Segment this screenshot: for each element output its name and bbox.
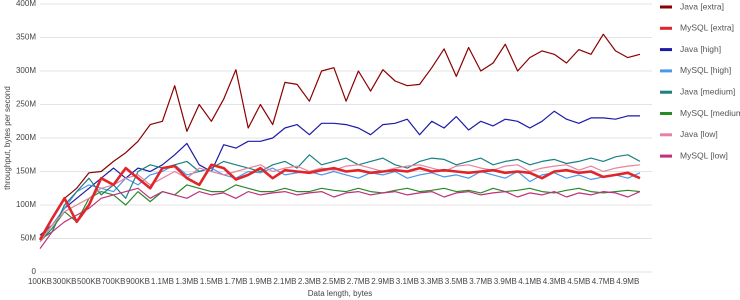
x-tick-label: 300KB: [52, 277, 76, 286]
x-tick-label: 3.7MB: [469, 277, 492, 286]
x-tick-label: 1.9MB: [249, 277, 272, 286]
legend-label: Java [low]: [680, 129, 718, 139]
x-tick-label: 1.1MB: [151, 277, 174, 286]
x-tick-label: 500KB: [77, 277, 101, 286]
legend-label: MySQL [medium]: [680, 108, 740, 118]
x-tick-label: 3.5MB: [445, 277, 468, 286]
x-tick-label: 4.1MB: [518, 277, 541, 286]
x-tick-label: 2.7MB: [347, 277, 370, 286]
x-tick-label: 2.1MB: [273, 277, 296, 286]
y-tick-label: 200M: [16, 133, 36, 142]
legend-label: MySQL [extra]: [680, 23, 734, 33]
legend-label: Java [medium]: [680, 86, 735, 96]
legend-label: Java [high]: [680, 44, 721, 54]
x-tick-label: 1.7MB: [224, 277, 247, 286]
y-tick-label: 100M: [16, 200, 36, 209]
x-tick-label: 100KB: [28, 277, 52, 286]
y-tick-label: 350M: [16, 33, 36, 42]
series-line: [39, 110, 640, 236]
x-tick-label: 2.3MB: [298, 277, 321, 286]
x-tick-label: 3.1MB: [396, 277, 419, 286]
x-tick-label: 4.3MB: [543, 277, 566, 286]
x-tick-label: 700KB: [101, 277, 125, 286]
y-tick-label: 400M: [16, 0, 36, 8]
y-tick-label: 0: [32, 267, 37, 276]
x-tick-label: 4.7MB: [592, 277, 615, 286]
x-tick-label: 3.9MB: [494, 277, 517, 286]
x-tick-label: 2.5MB: [322, 277, 345, 286]
legend-label: MySQL [low]: [680, 150, 728, 160]
y-tick-label: 150M: [16, 167, 36, 176]
legend-label: Java [extra]: [680, 1, 724, 11]
x-tick-label: 3.3MB: [420, 277, 443, 286]
legend-label: MySQL [high]: [680, 65, 731, 75]
series-line: [39, 33, 641, 241]
y-tick-label: 300M: [16, 66, 36, 75]
y-axis-title: throughput, bytes per second: [3, 86, 12, 190]
series-line: [39, 184, 641, 243]
x-tick-label: 900KB: [126, 277, 150, 286]
series-line: [39, 164, 641, 239]
x-tick-label: 4.9MB: [616, 277, 639, 286]
series-line: [39, 164, 641, 243]
y-tick-label: 50M: [20, 234, 36, 243]
series-line: [39, 154, 641, 241]
y-tick-label: 250M: [16, 100, 36, 109]
x-axis-title: Data length, bytes: [308, 289, 372, 298]
x-tick-label: 4.5MB: [567, 277, 590, 286]
series-line: [39, 187, 641, 249]
x-tick-label: 1.3MB: [175, 277, 198, 286]
x-tick-label: 1.5MB: [200, 277, 223, 286]
x-tick-label: 2.9MB: [371, 277, 394, 286]
series-line: [38, 163, 641, 241]
